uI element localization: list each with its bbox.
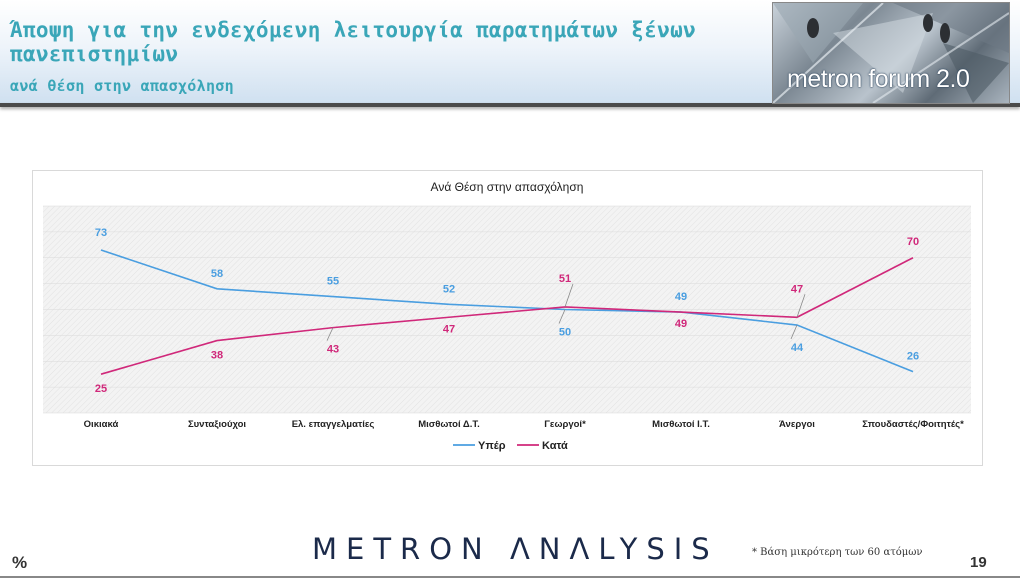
data-label: 47 [443,323,455,335]
data-label: 58 [211,268,223,280]
x-tick-label: Μισθωτοί Ι.Τ. [652,419,710,430]
series-line-yper [100,249,914,373]
data-label: 44 [791,342,804,354]
page-subtitle: ανά θέση στην απασχόληση [10,77,234,95]
x-tick-label: Γεωργοί* [544,419,586,430]
series-line-kata [100,257,914,375]
footnote: * Βάση μικρότερη των 60 ατόμων [752,547,923,558]
x-tick-label: Ελ. επαγγελματίες [292,419,375,430]
data-label: 49 [675,291,687,303]
chart-title: Ανά Θέση στην απασχόληση [431,180,584,194]
legend-label: Κατά [542,440,568,452]
x-tick-label: Άνεργοι [779,419,815,430]
data-label-leader [558,309,566,324]
data-label: 51 [559,273,571,285]
page-title: Άποψη για την ενδεχόμενη λειτουργία παρα… [10,18,696,66]
data-label: 52 [443,283,455,295]
data-label: 25 [95,383,107,395]
data-label: 55 [327,276,339,288]
page-number: 19 [970,554,987,571]
data-label: 50 [559,327,571,339]
data-label: 73 [95,227,107,239]
x-tick-label: Οικιακά [84,419,119,430]
data-label-leader [790,324,798,340]
metron-forum-logo: metron forum 2.0 [772,2,1010,104]
footer-divider [0,576,1020,578]
data-label: 26 [907,351,919,363]
legend-label: Υπέρ [478,440,506,452]
data-label: 70 [907,236,919,248]
x-tick-label: Σπουδαστές/Φοιτητές* [862,419,964,430]
data-label: 49 [675,318,687,330]
data-label-leader [326,327,334,341]
plot-area: Οικιακά Συνταξιούχοι Ελ. επαγγελματίες Μισθ… [43,205,971,452]
unit-label: % [12,553,28,572]
x-tick-label: Συνταξιούχοι [188,419,246,430]
x-tick-label: Μισθωτοί Δ.Τ. [418,419,480,430]
metron-analysis-logo: METRON ΛNΛLYSIS [312,532,719,566]
data-label: 38 [211,350,223,362]
data-label-leader [564,283,574,308]
chart-container: Ανά Θέση στην απασχόληση Οικιακά Συνταξιο… [32,170,983,466]
logo-background-pattern [773,3,1009,103]
data-label: 47 [791,283,803,295]
line-chart: Ανά Θέση στην απασχόληση Οικιακά Συνταξιο… [43,180,971,452]
logo-text: metron forum 2.0 [787,65,970,93]
header-divider [0,103,1020,107]
data-label: 43 [327,344,339,356]
data-label-leader [796,294,806,318]
